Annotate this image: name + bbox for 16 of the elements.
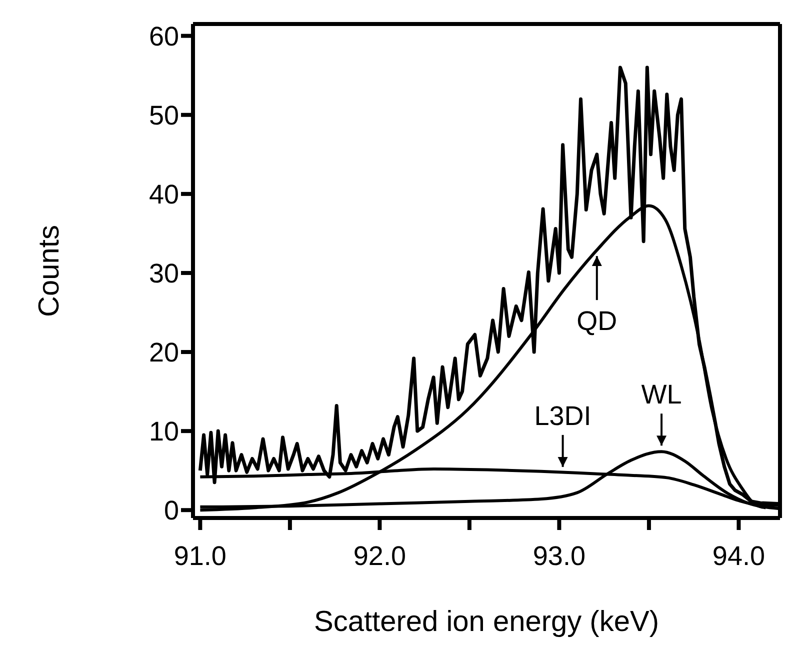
y-tick-label: 50: [148, 100, 179, 130]
y-axis-title: Counts: [33, 225, 66, 317]
x-tick-label: 91.0: [174, 541, 226, 572]
y-tick-label: 10: [148, 416, 179, 447]
y-tick-label: 20: [148, 338, 179, 368]
y-tick-label: 40: [148, 180, 179, 210]
y-tick-label: 60: [148, 21, 179, 52]
x-axis-title: Scattered ion energy (keV): [314, 606, 659, 638]
y-tick-label: 30: [148, 258, 179, 289]
y-tick-label: 0: [164, 496, 179, 526]
annotation: WL: [641, 380, 682, 410]
x-tick-label: 94.0: [712, 541, 765, 572]
annotation: L3DI: [534, 400, 592, 431]
x-tick-label: 93.0: [532, 541, 586, 572]
annotation: QD: [576, 306, 618, 336]
x-tick-label: 92.0: [353, 541, 406, 572]
